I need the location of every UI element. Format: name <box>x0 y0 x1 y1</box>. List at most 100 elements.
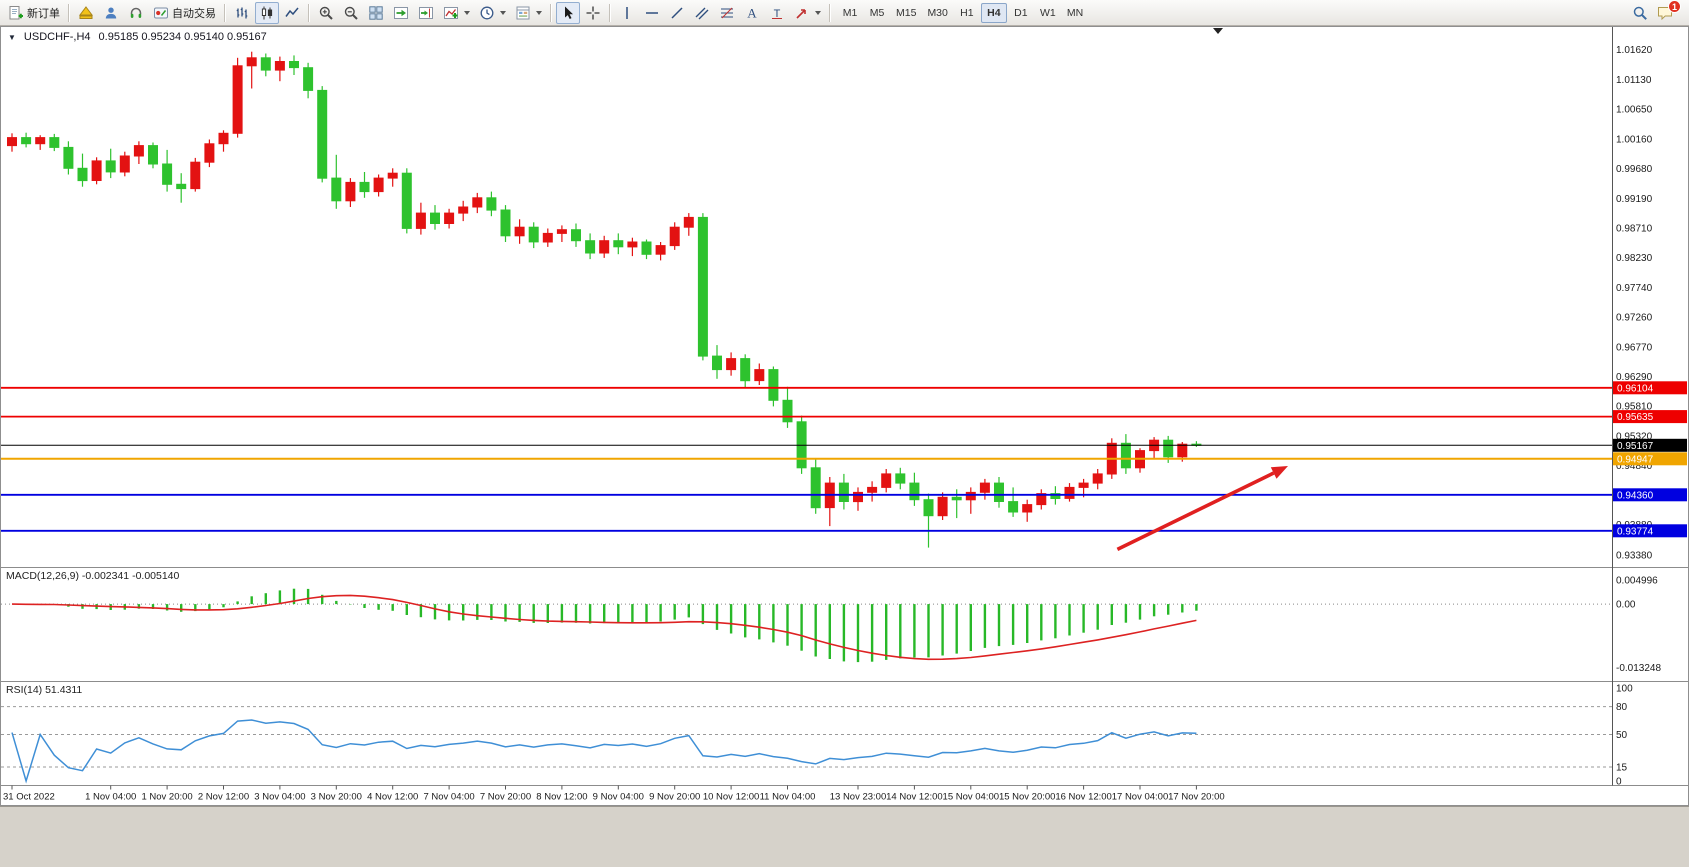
svg-text:13 Nov 23:00: 13 Nov 23:00 <box>830 792 887 803</box>
timeframe-m15-button[interactable]: M15 <box>891 3 921 23</box>
svg-text:10 Nov 12:00: 10 Nov 12:00 <box>703 792 760 803</box>
trendline-button[interactable] <box>665 2 689 24</box>
svg-text:1.01130: 1.01130 <box>1616 75 1652 86</box>
new-order-label: 新订单 <box>27 7 60 20</box>
svg-text:15 Nov 04:00: 15 Nov 04:00 <box>943 792 1000 803</box>
toolbar-separator <box>829 3 831 22</box>
svg-text:2 Nov 12:00: 2 Nov 12:00 <box>198 792 249 803</box>
svg-text:1.00650: 1.00650 <box>1616 104 1653 115</box>
templates-icon <box>516 6 530 19</box>
svg-text:0.95167: 0.95167 <box>1617 441 1654 452</box>
auto-scroll-button[interactable] <box>389 2 413 24</box>
chart-symbol-period: USDCHF-,H4 <box>23 31 91 43</box>
chart-canvas[interactable]: 1.01620 1.01130 1.00650 1.00160 0.99680 0.991… <box>0 26 1689 806</box>
autotrading-button[interactable]: 自动交易 <box>149 2 220 24</box>
notifications-button[interactable]: 1 <box>1653 0 1681 24</box>
main-price-pane[interactable] <box>1 27 1612 566</box>
chart-shift-icon <box>419 6 433 19</box>
price-tag-0.95167 <box>1613 438 1687 452</box>
price-tag-0.95635 <box>1613 410 1687 424</box>
time-axis: 31 Oct 2022 1 Nov 04:00 1 Nov 20:00 2 Nov 1… <box>3 785 1225 803</box>
workspace-background <box>0 806 1689 867</box>
zoom-out-icon <box>344 6 358 20</box>
macd-header: MACD(12,26,9) -0.002341 -0.005140 <box>6 570 180 582</box>
svg-text:0.97740: 0.97740 <box>1616 283 1653 294</box>
svg-text:1.01620: 1.01620 <box>1616 45 1653 56</box>
svg-text:0.93774: 0.93774 <box>1617 526 1654 537</box>
time-scale[interactable] <box>1 785 1612 806</box>
toolbar-separator <box>308 3 310 22</box>
svg-text:0.94840: 0.94840 <box>1616 461 1653 472</box>
zoom-in-button[interactable] <box>314 2 338 24</box>
svg-text:0.95810: 0.95810 <box>1616 401 1653 412</box>
svg-text:9 Nov 04:00: 9 Nov 04:00 <box>593 792 644 803</box>
new-order-button[interactable]: 新订单 <box>4 2 64 24</box>
main-toolbar: 新订单 自动交易 <box>0 0 1689 26</box>
toolbar-separator <box>68 3 70 22</box>
pane-borders <box>0 26 1689 806</box>
svg-text:16 Nov 12:00: 16 Nov 12:00 <box>1055 792 1112 803</box>
svg-text:0.94360: 0.94360 <box>1617 490 1654 501</box>
symbol-dropdown-icon[interactable]: ▼ <box>8 32 16 42</box>
profile-button[interactable] <box>99 2 123 24</box>
svg-text:80: 80 <box>1616 702 1628 713</box>
autotrading-icon <box>154 7 168 18</box>
periods-icon <box>480 6 494 19</box>
horizontal-line-button[interactable] <box>640 2 664 24</box>
trend-arrow[interactable] <box>1116 466 1288 552</box>
crosshair-button[interactable] <box>581 2 605 24</box>
label-tool-button[interactable]: T <box>765 2 789 24</box>
tile-windows-icon <box>369 5 383 20</box>
cursor-button[interactable] <box>556 1 580 24</box>
timeframe-m30-button[interactable]: M30 <box>922 3 952 23</box>
channel-button[interactable] <box>690 2 714 24</box>
candlestick-chart-icon <box>261 6 273 19</box>
line-chart-button[interactable] <box>280 2 304 24</box>
horizontal-level-lines[interactable] <box>1 386 1612 532</box>
search-icon <box>1633 6 1647 20</box>
svg-text:11 Nov 04:00: 11 Nov 04:00 <box>760 792 816 803</box>
search-button[interactable] <box>1628 2 1652 24</box>
svg-text:50: 50 <box>1616 730 1628 741</box>
notification-badge: 1 <box>1668 0 1681 13</box>
metaeditor-button[interactable] <box>74 2 98 24</box>
arrows-tool-button[interactable] <box>790 2 825 24</box>
text-tool-button[interactable]: A <box>740 2 764 24</box>
vertical-line-button[interactable] <box>615 2 639 24</box>
svg-text:15: 15 <box>1616 763 1628 774</box>
tile-windows-button[interactable] <box>364 2 388 24</box>
support-button[interactable] <box>124 2 148 24</box>
fibonacci-button[interactable] <box>715 2 739 24</box>
chart-ohlc-readout: 0.95185 0.95234 0.95140 0.95167 <box>98 31 267 43</box>
timeframe-h4-button[interactable]: H4 <box>980 2 1007 23</box>
timeframe-h1-button[interactable]: H1 <box>954 3 980 23</box>
svg-text:0.98710: 0.98710 <box>1616 223 1653 234</box>
support-icon <box>130 7 142 18</box>
svg-text:0.99680: 0.99680 <box>1616 164 1653 175</box>
indicators-button[interactable] <box>439 2 474 24</box>
periods-button[interactable] <box>475 2 510 24</box>
chart-quick-menu-marker[interactable] <box>1213 28 1223 34</box>
timeframe-m1-button[interactable]: M1 <box>837 3 863 23</box>
svg-text:0.98230: 0.98230 <box>1616 253 1653 264</box>
rsi-line <box>11 719 1197 784</box>
bar-chart-button[interactable] <box>230 2 254 24</box>
svg-text:0: 0 <box>1616 777 1622 788</box>
timeframe-d1-button[interactable]: D1 <box>1008 3 1034 23</box>
auto-scroll-icon <box>394 6 408 19</box>
dropdown-caret-icon <box>536 10 542 15</box>
svg-text:17 Nov 04:00: 17 Nov 04:00 <box>1112 792 1169 803</box>
timeframe-m5-button[interactable]: M5 <box>864 3 890 23</box>
channel-icon <box>695 7 709 19</box>
timeframe-mn-button[interactable]: MN <box>1062 3 1088 23</box>
zoom-out-button[interactable] <box>339 2 363 24</box>
dropdown-caret-icon <box>815 10 821 15</box>
svg-text:4 Nov 12:00: 4 Nov 12:00 <box>367 792 418 803</box>
candlestick-chart-button[interactable] <box>255 1 279 24</box>
chart-shift-button[interactable] <box>414 2 438 24</box>
templates-button[interactable] <box>511 2 546 24</box>
svg-text:1.00160: 1.00160 <box>1616 134 1653 145</box>
timeframe-w1-button[interactable]: W1 <box>1035 3 1061 23</box>
svg-text:9 Nov 20:00: 9 Nov 20:00 <box>649 792 700 803</box>
label-icon: T <box>772 8 782 20</box>
